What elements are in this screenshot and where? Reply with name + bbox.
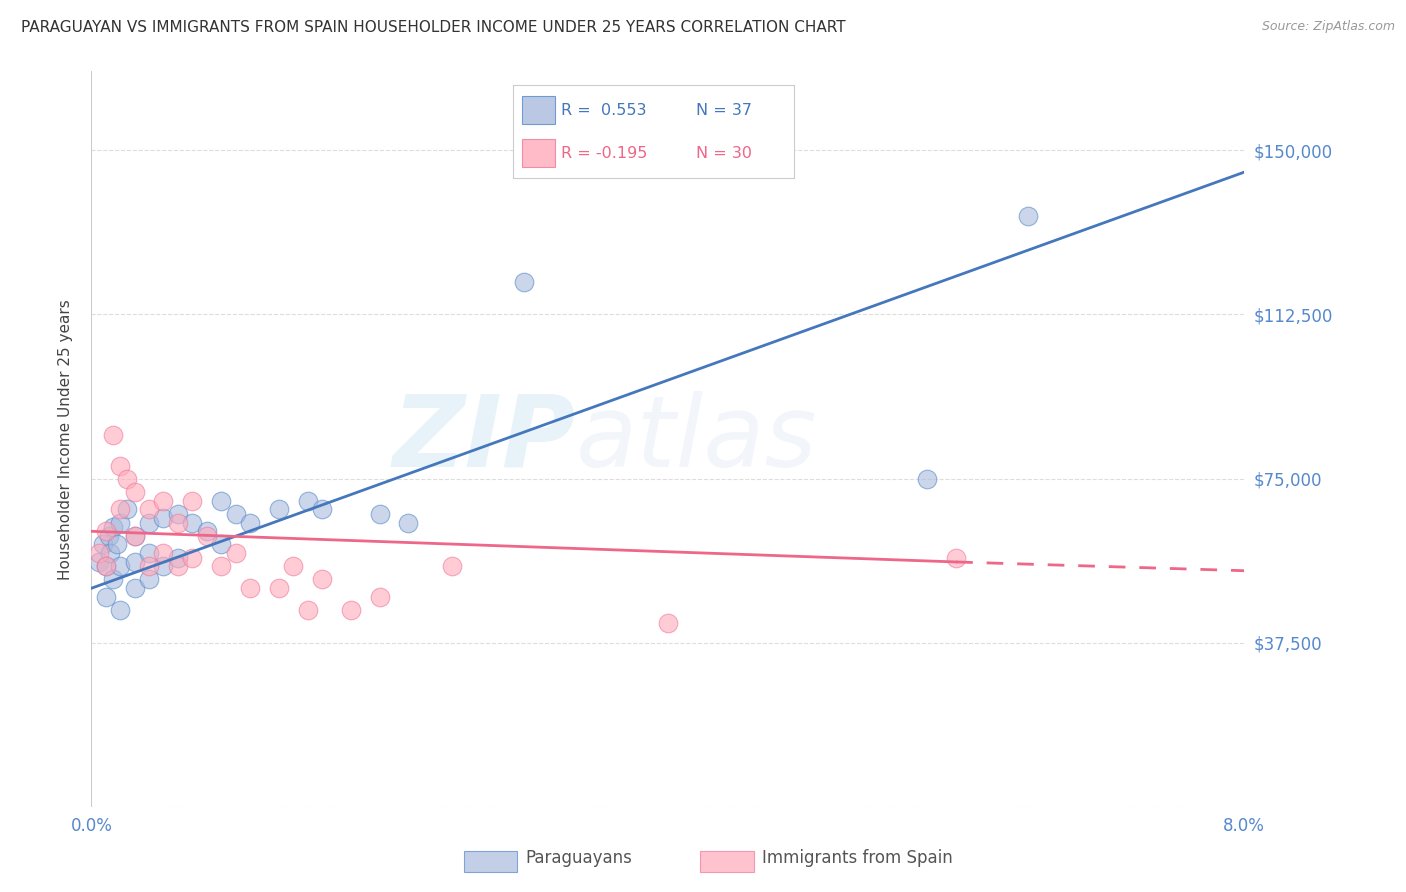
Point [368,590,391,604]
Point [152,559,174,574]
Point [101,428,124,442]
Point [94,524,117,539]
Text: PARAGUAYAN VS IMMIGRANTS FROM SPAIN HOUSEHOLDER INCOME UNDER 25 YEARS CORRELATIO: PARAGUAYAN VS IMMIGRANTS FROM SPAIN HOUS… [21,20,846,35]
Point [152,511,174,525]
Point [138,559,160,574]
Point [512,275,534,289]
Point [97,529,120,543]
Point [181,550,204,565]
Point [87,555,110,569]
Point [110,559,132,574]
Text: N = 30: N = 30 [696,145,752,161]
Point [152,546,174,560]
Point [124,529,146,543]
Point [101,573,124,587]
Point [110,502,132,516]
Point [267,581,290,595]
Point [110,603,132,617]
Y-axis label: Householder Income Under 25 years: Householder Income Under 25 years [58,299,73,580]
Point [311,573,333,587]
Point [152,493,174,508]
Point [101,520,124,534]
Point [440,559,463,574]
Point [209,493,232,508]
Point [297,493,319,508]
Point [209,537,232,551]
Point [297,603,319,617]
Point [94,559,117,574]
Point [209,559,232,574]
Bar [522,139,555,167]
Text: N = 37: N = 37 [696,103,752,118]
Text: Paraguayans: Paraguayans [526,849,633,867]
Point [945,550,967,565]
Point [917,472,939,486]
Point [1017,209,1039,223]
Point [124,484,146,499]
Bar [522,96,555,124]
Text: Immigrants from Spain: Immigrants from Spain [762,849,953,867]
Point [267,502,290,516]
Point [138,573,160,587]
Text: Source: ZipAtlas.com: Source: ZipAtlas.com [1261,20,1395,33]
Point [117,472,139,486]
Point [166,559,188,574]
Text: ZIP: ZIP [392,391,575,488]
Point [91,537,114,551]
Point [138,516,160,530]
Point [311,502,333,516]
Point [117,502,139,516]
Point [396,516,419,530]
Point [195,524,218,539]
Point [110,458,132,473]
Point [281,559,304,574]
Point [138,502,160,516]
Point [339,603,361,617]
Point [94,590,117,604]
Point [166,550,188,565]
Point [225,546,247,560]
Point [166,507,188,521]
Point [181,493,204,508]
Point [181,516,204,530]
Point [105,537,128,551]
Point [124,555,146,569]
Point [239,581,262,595]
Point [166,516,188,530]
Point [110,516,132,530]
Point [657,616,679,631]
Point [368,507,391,521]
Point [94,559,117,574]
Point [98,546,121,560]
Point [138,546,160,560]
Point [195,529,218,543]
Point [225,507,247,521]
Point [124,581,146,595]
Point [239,516,262,530]
Point [87,546,110,560]
Point [124,529,146,543]
Text: R = -0.195: R = -0.195 [561,145,647,161]
Text: R =  0.553: R = 0.553 [561,103,647,118]
Text: atlas: atlas [575,391,817,488]
